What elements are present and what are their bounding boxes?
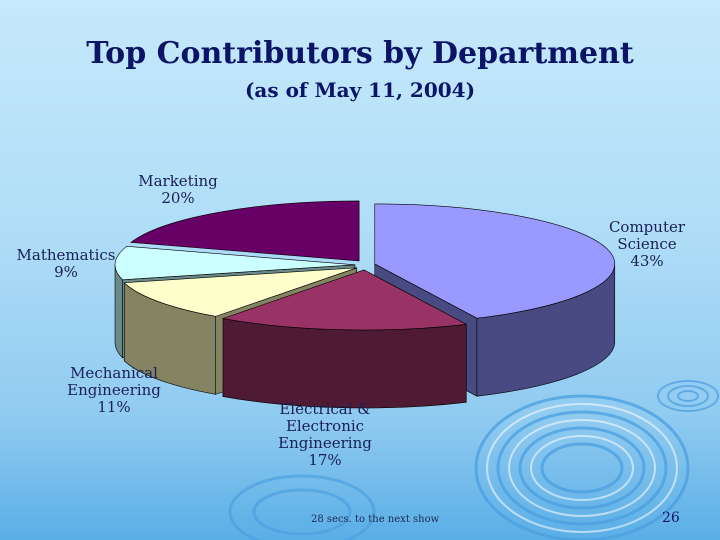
pie-label-line-2: Mechanical [70,364,158,382]
pie-slice-0 [374,203,616,319]
footer-note: 28 secs. to the next show [311,514,440,525]
pie-label-3: Mathematics 9% [17,246,116,281]
pie-label-line-1: Engineering [278,434,372,452]
swirl-large [474,394,690,540]
pie-label-4: Marketing 20% [138,172,218,207]
pie-value-label-3: 9% [54,263,78,281]
swirl-left [228,474,376,540]
pie-slice-4 [130,200,360,262]
pie-label-0: Computer Science 43% [609,218,686,270]
pie-label-line-0: Science [617,235,676,253]
pie-label-2: Mechanical Engineering 11% [67,364,161,416]
pie-label-line-3: Mathematics [17,246,116,264]
pie-value-label-0: 43% [630,252,663,270]
pie-label-line-2: Engineering [67,381,161,399]
pie-label-line-1: Electrical & [279,400,370,418]
page-number: 26 [662,510,680,526]
swirl-small [657,380,719,412]
chart-title: Top Contributors by Department [86,36,634,71]
pie-labels: Computer Science 43% Electrical & Electronic… [17,172,686,469]
pie-value-label-2: 11% [97,398,130,416]
pie-side-1 [222,318,467,409]
pie-label-1: Electrical & Electronic Engineering 17% [278,400,372,469]
pie-label-line-1: Electronic [286,417,364,435]
pie-tops [114,200,616,331]
chart-subtitle: (as of May 11, 2004) [244,78,476,102]
pie-value-label-1: 17% [308,451,341,469]
pie-label-line-0: Computer [609,218,686,236]
pie-slice-3 [114,245,356,281]
pie-label-line-4: Marketing [138,172,218,190]
pie-slice-1 [221,269,468,331]
swirl-large-highlight [486,403,678,533]
pie-value-label-4: 20% [161,189,194,207]
pie-slice-2 [123,267,357,317]
